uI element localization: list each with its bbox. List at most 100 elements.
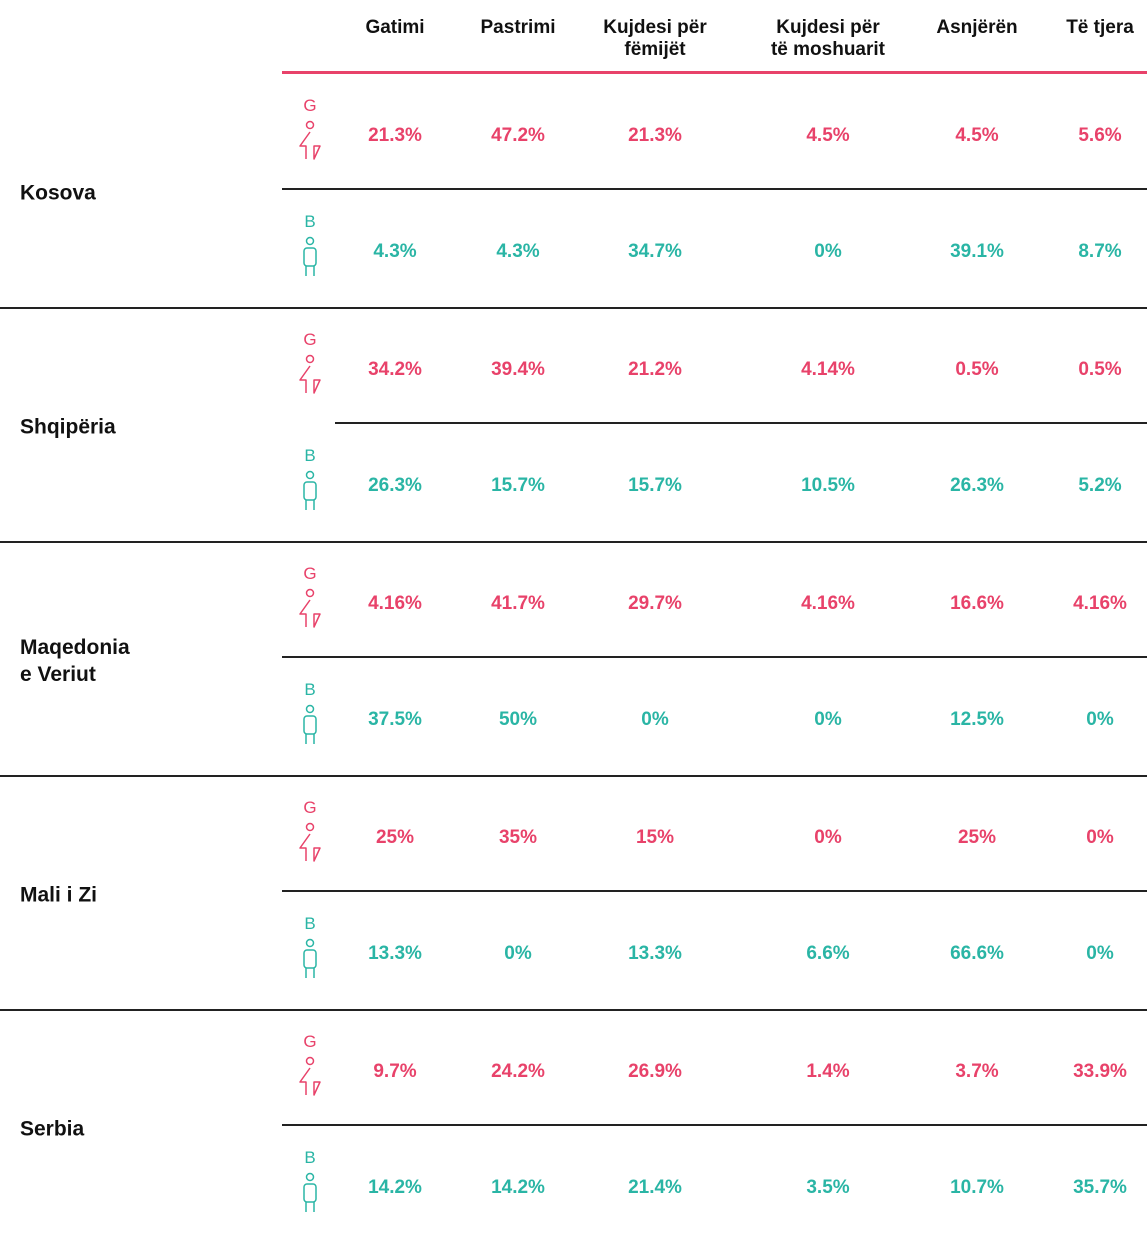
- value-cell: 34.2%: [368, 359, 422, 380]
- value-cell: 66.6%: [950, 943, 1004, 964]
- value-cell: 3.5%: [806, 1177, 850, 1198]
- icon-head: [305, 120, 315, 130]
- country-line: Serbia: [20, 1117, 85, 1141]
- value-cell: 0%: [814, 827, 842, 848]
- row-divider: [282, 1124, 1147, 1126]
- boy-legs: [305, 1202, 315, 1212]
- gender-letter: G: [303, 96, 316, 115]
- value-cell: 24.2%: [491, 1061, 545, 1082]
- value-cell: 0%: [1086, 709, 1114, 730]
- value-cell: 39.1%: [950, 241, 1004, 262]
- value-cell: 0.5%: [955, 359, 999, 380]
- value-cell: 0%: [814, 709, 842, 730]
- boy-icon: [303, 247, 317, 267]
- value-cell: 21.4%: [628, 1177, 682, 1198]
- value-cell: 13.3%: [628, 943, 682, 964]
- value-cell: 4.16%: [1073, 593, 1127, 614]
- value-cell: 0%: [641, 709, 669, 730]
- girl-icon: [299, 365, 321, 394]
- value-cell: 33.9%: [1073, 1061, 1127, 1082]
- row-divider: [335, 422, 1147, 424]
- value-cell: 25%: [375, 827, 415, 848]
- column-header: Pastrimi: [480, 17, 556, 38]
- gender-letter: B: [304, 446, 315, 465]
- girl-icon: [299, 131, 321, 160]
- value-cell: 25%: [957, 827, 997, 848]
- gender-letter: B: [304, 212, 315, 231]
- value-cell: 0%: [1086, 827, 1114, 848]
- icon-head: [305, 470, 315, 480]
- icon-head: [305, 822, 315, 832]
- value-cell: 6.6%: [806, 943, 850, 964]
- country-divider: [0, 307, 1147, 309]
- country-name: Shqipëria: [20, 414, 116, 441]
- value-cell: 4.16%: [801, 593, 855, 614]
- column-header: Kujdesi për: [603, 17, 707, 38]
- value-cell: 14.2%: [491, 1177, 545, 1198]
- gender-letter: B: [304, 1148, 315, 1167]
- boy-icon: [303, 715, 317, 735]
- row-divider: [282, 656, 1147, 658]
- value-cell: 10.7%: [950, 1177, 1004, 1198]
- value-cell: 0%: [504, 943, 532, 964]
- country-divider: [0, 775, 1147, 777]
- column-header: Gatimi: [365, 17, 425, 38]
- value-cell: 1.4%: [806, 1061, 850, 1082]
- boy-legs: [305, 500, 315, 510]
- country-line: Shqipëria: [20, 415, 116, 439]
- value-cell: 41.7%: [491, 593, 545, 614]
- value-cell: 12.5%: [950, 709, 1004, 730]
- column-header: të moshuarit: [770, 39, 886, 60]
- value-cell: 35%: [498, 827, 538, 848]
- value-cell: 4.5%: [806, 125, 850, 146]
- value-cell: 21.3%: [628, 125, 682, 146]
- country-name: Maqedonia e Veriut: [20, 634, 130, 688]
- icon-head: [305, 354, 315, 364]
- value-cell: 26.9%: [628, 1061, 682, 1082]
- boy-legs: [305, 968, 315, 978]
- value-cell: 35.7%: [1073, 1177, 1127, 1198]
- value-cell: 16.6%: [950, 593, 1004, 614]
- value-cell: 8.7%: [1078, 241, 1122, 262]
- value-cell: 15%: [635, 827, 675, 848]
- value-cell: 15.7%: [628, 475, 682, 496]
- row-divider: [282, 890, 1147, 892]
- gender-letter: B: [304, 680, 315, 699]
- column-header: Asnjërën: [936, 17, 1018, 38]
- column-header: Kujdesi për: [776, 17, 880, 38]
- value-cell: 5.6%: [1078, 125, 1122, 146]
- country-divider: [0, 541, 1147, 543]
- gender-letter: B: [304, 914, 315, 933]
- value-cell: 3.7%: [955, 1061, 999, 1082]
- icon-head: [305, 704, 315, 714]
- value-cell: 5.2%: [1078, 475, 1122, 496]
- column-header: Të tjera: [1066, 17, 1134, 38]
- value-cell: 50%: [498, 709, 538, 730]
- icon-head: [305, 588, 315, 598]
- value-cell: 26.3%: [950, 475, 1004, 496]
- gender-letter: G: [303, 1032, 316, 1051]
- value-cell: 0%: [1086, 943, 1114, 964]
- girl-icon: [299, 833, 321, 862]
- boy-icon: [303, 1183, 317, 1203]
- gender-letter: G: [303, 330, 316, 349]
- boy-legs: [305, 734, 315, 744]
- country-line: Mali i Zi: [20, 883, 98, 907]
- value-cell: 15.7%: [491, 475, 545, 496]
- country-line: Kosova: [20, 181, 96, 205]
- icon-head: [305, 938, 315, 948]
- girl-icon: [299, 1067, 321, 1096]
- value-cell: 13.3%: [368, 943, 422, 964]
- value-cell: 0%: [814, 241, 842, 262]
- icon-head: [305, 1056, 315, 1066]
- column-header: fëmijët: [624, 39, 686, 60]
- value-cell: 14.2%: [368, 1177, 422, 1198]
- value-cell: 4.3%: [496, 241, 540, 262]
- country-line: e Veriut: [20, 663, 96, 686]
- row-divider: [282, 188, 1147, 190]
- value-cell: 21.3%: [368, 125, 422, 146]
- value-cell: 47.2%: [491, 125, 545, 146]
- value-cell: 4.3%: [373, 241, 417, 262]
- country-name: Mali i Zi: [20, 882, 97, 909]
